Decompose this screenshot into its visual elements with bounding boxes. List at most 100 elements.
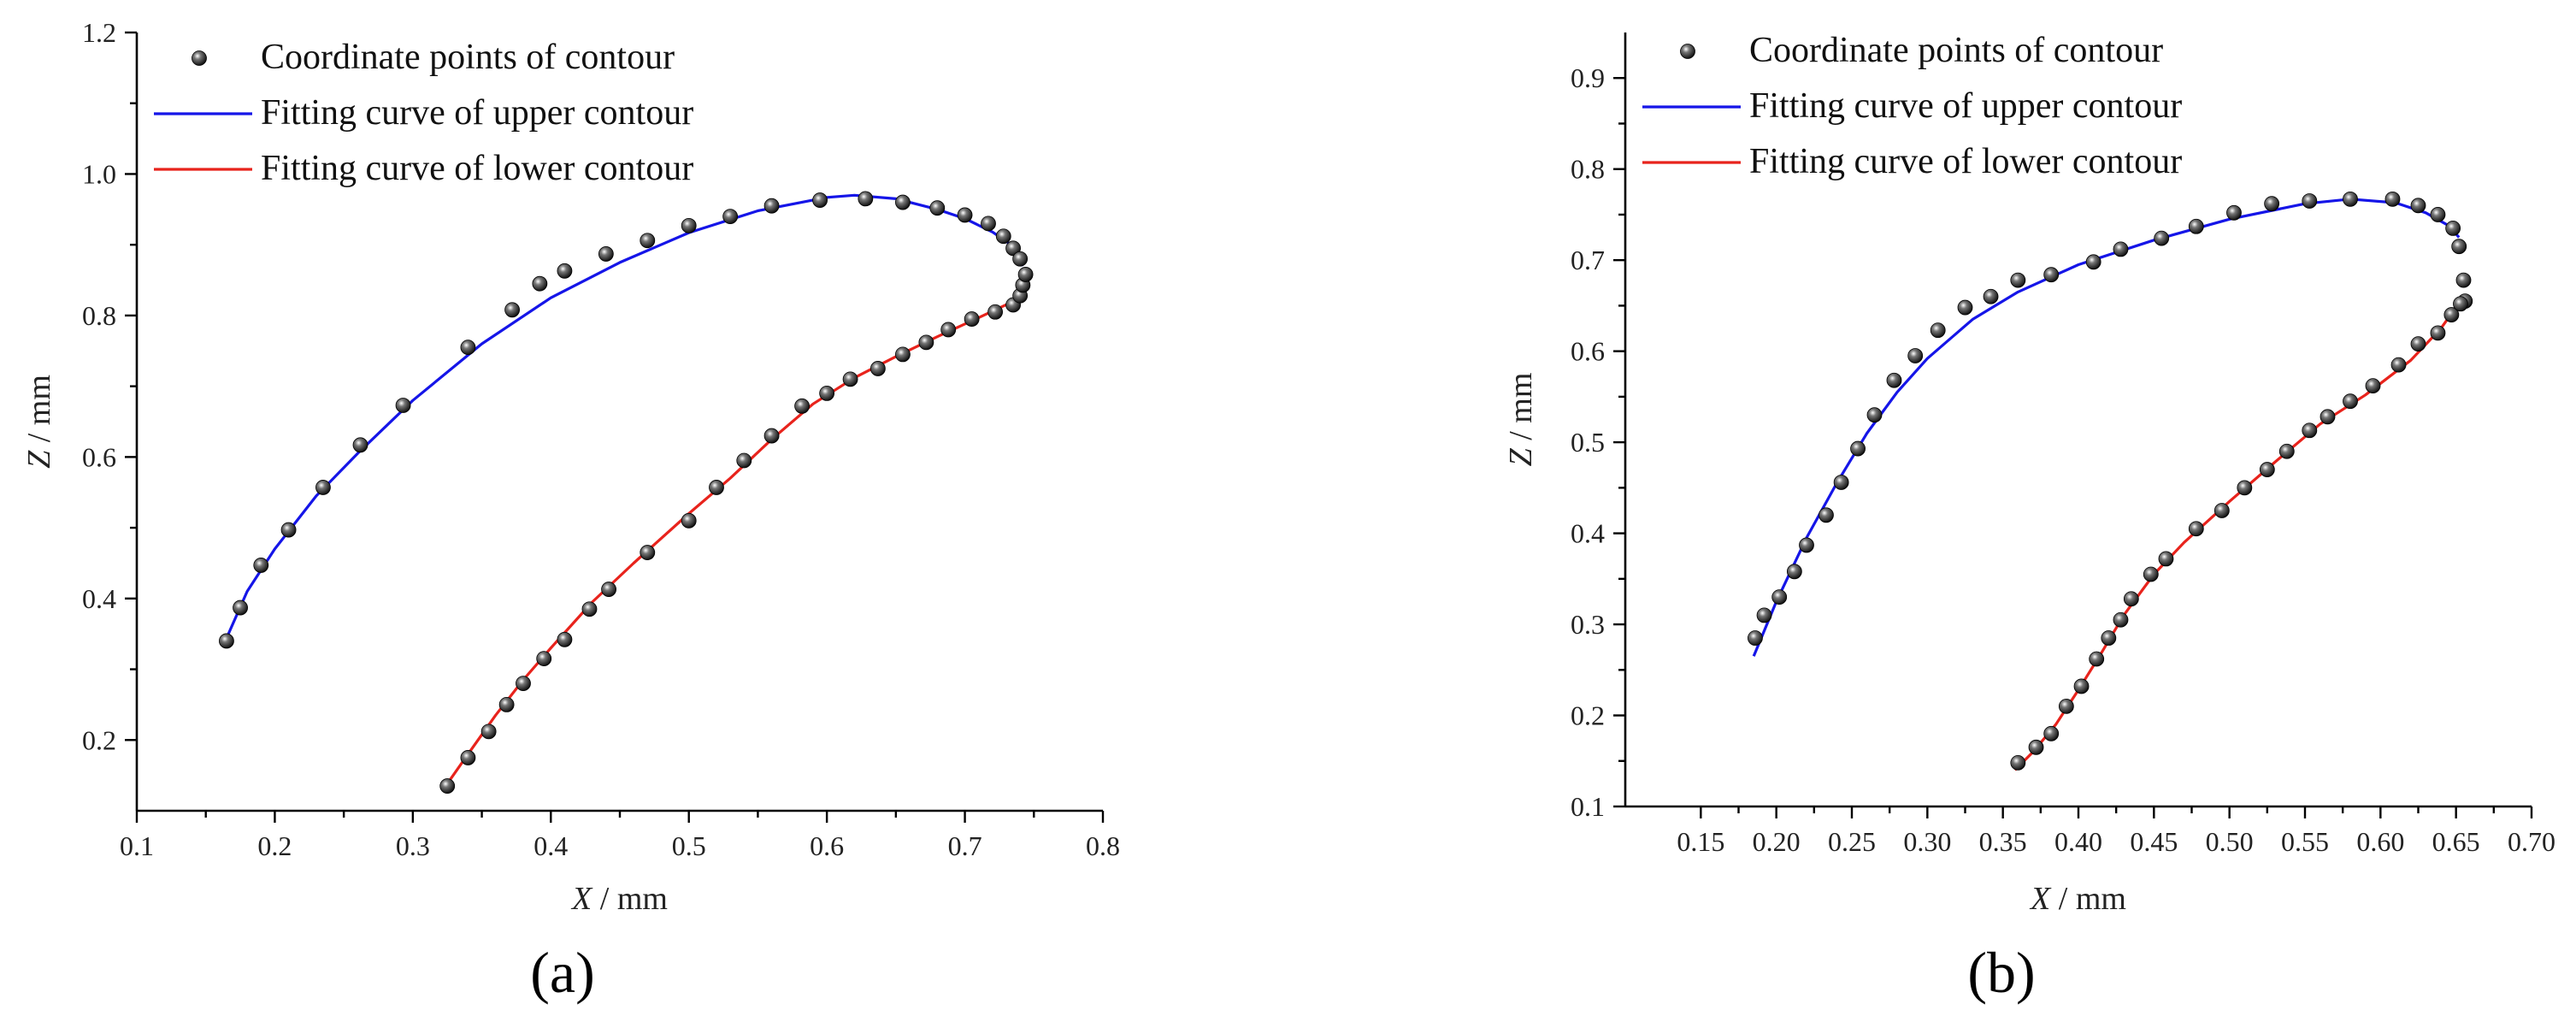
chart-a-legend-point-marker: [192, 50, 207, 66]
chart-a-upper-data-point: [895, 194, 911, 210]
chart-b-legend-upper-label: Fitting curve of upper contour: [1749, 86, 2182, 126]
chart-b-upper-data-point: [1850, 440, 1866, 457]
chart-a-upper-data-point: [812, 192, 828, 208]
chart-b-lower-data-point: [2443, 307, 2460, 322]
chart-panel-b: 0.15 0.20 0.25 0.30 0.35 0.40 0.45 0.50 0.55 0.60…: [1288, 0, 2575, 1022]
chart-b-upper-fit-curve: [1752, 198, 2461, 657]
chart-b-x-tick-label: 0.20: [1753, 826, 1801, 857]
chart-b-y-axis-title: Z / mm: [1503, 373, 1539, 467]
chart-b-y-axis-var: Z: [1503, 447, 1539, 466]
chart-b-lower-data-point: [2113, 611, 2129, 628]
chart-a-legend-lower-label: Fitting curve of lower contour: [261, 149, 693, 188]
chart-a-upper-data-point: [681, 217, 697, 233]
chart-a-lower-data-point: [601, 582, 616, 597]
chart-a-x-tick-label: 0.5: [672, 830, 706, 861]
chart-b-lower-data-point: [2320, 409, 2336, 425]
chart-b-upper-data-point: [2188, 218, 2204, 234]
chart-a-lower-data-point: [536, 651, 552, 667]
chart-a-x-tick-label: 0.7: [948, 830, 982, 861]
chart-a-upper-data-point: [1005, 240, 1021, 257]
chart-a-upper-data-point: [858, 191, 874, 207]
chart-b-x-axis-unit: / mm: [2050, 881, 2126, 917]
chart-b-y-axis-unit: / mm: [1503, 373, 1539, 449]
chart-b-x-tick-label: 0.35: [1979, 826, 2027, 857]
chart-b-x-axis-var: X: [2029, 881, 2052, 917]
chart-b-lower-data-point: [2259, 462, 2275, 477]
chart-b-lower-data-point: [2237, 480, 2253, 496]
chart-a-lower-data-point: [480, 724, 497, 740]
chart-b-lower-data-point: [2123, 591, 2139, 607]
chart-b-svg: 0.15 0.20 0.25 0.30 0.35 0.40 0.45 0.50 0.55 0.60…: [1503, 31, 2555, 1005]
chart-a-x-tick-label: 0.2: [257, 830, 292, 861]
chart-b-legend-point-marker: [1680, 44, 1695, 59]
chart-b-x-tick-label: 0.40: [2054, 826, 2102, 857]
chart-b-lower-data-point: [2158, 551, 2174, 567]
chart-a-upper-data-point: [640, 233, 656, 249]
chart-a-lower-data-point: [498, 697, 515, 712]
chart-a-x-tick-label: 0.1: [120, 830, 154, 861]
chart-a-lower-data-point: [681, 512, 697, 529]
chart-b-upper-data-point: [1799, 537, 1814, 553]
chart-b-upper-data-point: [1957, 299, 1973, 316]
chart-b-upper-data-point: [2430, 207, 2446, 222]
chart-a-lower-data-point: [516, 676, 531, 691]
chart-a-legend-points-label: Coordinate points of contour: [261, 38, 675, 77]
chart-b-panel-label: (b): [1967, 940, 2035, 1005]
chart-b-legend-lower-label: Fitting curve of lower contour: [1749, 142, 2182, 181]
chart-b-x-tick-label: 0.30: [1903, 826, 1951, 857]
chart-a-y-tick-label: 0.4: [82, 583, 116, 614]
chart-a-lower-data-point: [918, 334, 934, 351]
chart-b-upper-data-point: [1756, 607, 1772, 623]
chart-b-upper-data-point: [1866, 407, 1883, 423]
chart-a-y-tick-label: 1.2: [82, 17, 116, 48]
chart-b-upper-data-point: [2085, 254, 2101, 270]
chart-a-upper-data-point: [532, 275, 548, 292]
chart-a-upper-data-point: [315, 480, 331, 495]
chart-a-y-axis-title: Z / mm: [21, 375, 57, 469]
chart-b-x-tick-label: 0.55: [2281, 826, 2329, 857]
chart-b-y-tick-label: 0.6: [1571, 336, 1605, 367]
chart-a-lower-data-point: [581, 601, 598, 617]
chart-a-lower-data-point: [869, 361, 886, 376]
chart-a-upper-data-point: [981, 216, 996, 232]
chart-b-x-tick-label: 0.60: [2356, 826, 2404, 857]
chart-b-upper-data-point: [2384, 191, 2401, 207]
chart-b-upper-data-point: [2302, 193, 2318, 209]
chart-a-y-tick-label: 0.2: [82, 724, 116, 755]
chart-b-x-axis-title: X / mm: [2029, 881, 2126, 917]
chart-b-lower-data-point: [2430, 325, 2446, 341]
chart-b-upper-data-point: [2343, 191, 2358, 207]
chart-a-upper-data-point: [957, 207, 973, 223]
chart-b-upper-data-point: [2226, 204, 2242, 221]
chart-a-upper-data-point: [352, 437, 368, 453]
chart-b-lower-data-point: [2365, 378, 2381, 394]
chart-a-svg: 0.1 0.2 0.3 0.4 0.5 0.6 0.7 0.8 0.2 0.4 0.6 0.8 1.0 1…: [21, 17, 1120, 1005]
chart-a-x-axis-unit: / mm: [592, 881, 668, 917]
chart-b-upper-data-point: [2010, 272, 2026, 288]
chart-a-upper-data-point: [253, 558, 269, 573]
chart-b-x-tick-label: 0.70: [2508, 826, 2555, 857]
chart-a-x-tick-label: 0.3: [396, 830, 430, 861]
chart-b-x-tick-label: 0.50: [2206, 826, 2254, 857]
chart-a-upper-data-point: [722, 209, 739, 224]
chart-b-lower-data-point: [2410, 336, 2426, 352]
chart-a-upper-data-point: [395, 398, 411, 413]
chart-b-lower-data-point: [2188, 521, 2204, 537]
chart-b-y-tick-label: 0.9: [1571, 62, 1605, 93]
chart-b-upper-data-point: [1771, 589, 1788, 606]
chart-a-y-tick-label: 0.8: [82, 300, 116, 331]
chart-b-lower-data-point: [2302, 422, 2318, 439]
chart-b-upper-data-point: [1748, 630, 1763, 646]
chart-b-legend-points-label: Coordinate points of contour: [1749, 31, 2163, 70]
chart-b-upper-data-point: [1833, 475, 1849, 490]
chart-b-x-tick-label: 0.45: [2130, 826, 2178, 857]
chart-a-legend-upper-label: Fitting curve of upper contour: [261, 93, 693, 133]
chart-b-lower-data-point: [2089, 651, 2105, 667]
chart-a-lower-data-point: [940, 322, 957, 338]
chart-a-x-tick-label: 0.4: [533, 830, 568, 861]
chart-a-x-axis-var: X: [570, 881, 593, 917]
chart-b-y-tick-label: 0.2: [1571, 700, 1605, 731]
chart-a-lower-data-point: [460, 750, 476, 765]
chart-panel-a: 0.1 0.2 0.3 0.4 0.5 0.6 0.7 0.8 0.2 0.4 0.6 0.8 1.0 1…: [21, 17, 1120, 1005]
chart-b-upper-data-point: [1983, 288, 1999, 304]
